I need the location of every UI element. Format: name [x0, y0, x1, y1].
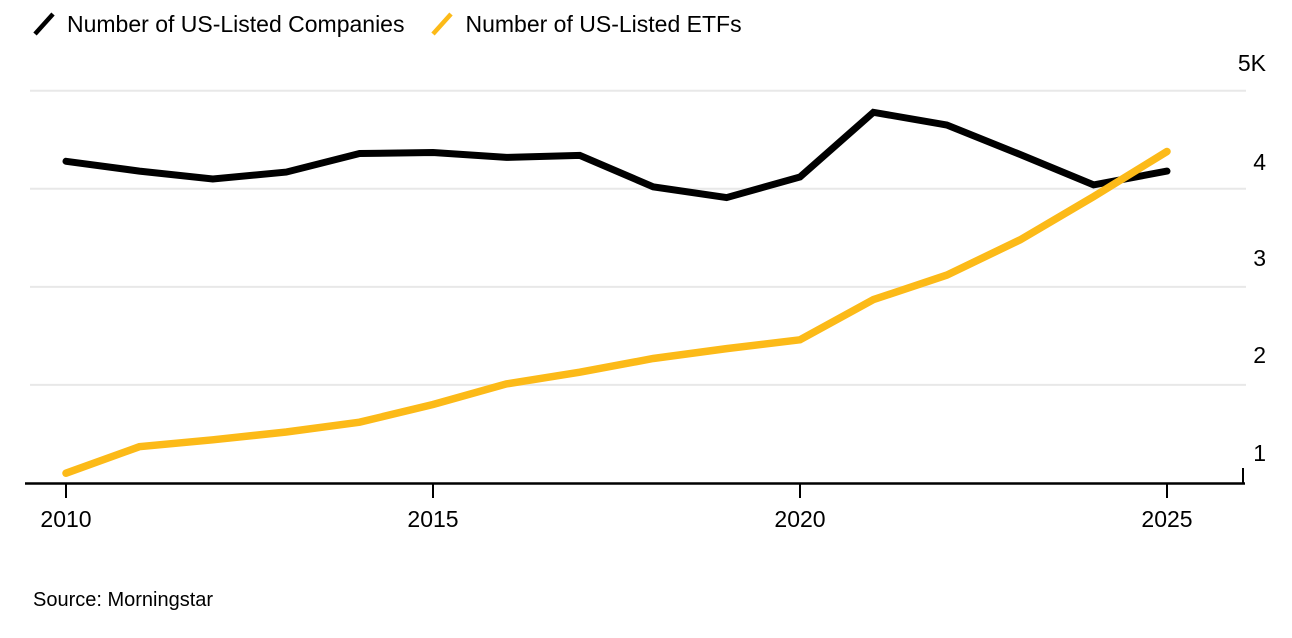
series-line-companies [62, 108, 1171, 202]
y-axis-label-5k: 5K [1237, 50, 1266, 76]
legend-item-companies: Number of US-Listed Companies [32, 10, 404, 38]
x-axis-label-2025: 2025 [1141, 506, 1193, 532]
legend-item-etfs: Number of US-Listed ETFs [430, 10, 742, 38]
y-axis-label-2: 2 [1253, 342, 1266, 368]
etfs-line-swatch-icon [430, 11, 454, 37]
companies-line-swatch-icon [32, 11, 56, 37]
x-axis-label-2015: 2015 [407, 506, 459, 532]
source-note: Source: Morningstar [33, 589, 214, 611]
series-line-etfs [62, 147, 1171, 477]
y-axis-label-4: 4 [1253, 149, 1266, 175]
y-axis-label-1: 1 [1253, 440, 1266, 466]
x-axis-label-2020: 2020 [774, 506, 826, 532]
legend-label-companies: Number of US-Listed Companies [67, 11, 405, 37]
legend-label-etfs: Number of US-Listed ETFs [465, 11, 742, 37]
y-axis-label-3: 3 [1253, 245, 1266, 271]
chart-legend: Number of US-Listed Companies Number of … [32, 10, 742, 38]
x-axis-label-2010: 2010 [40, 506, 92, 532]
